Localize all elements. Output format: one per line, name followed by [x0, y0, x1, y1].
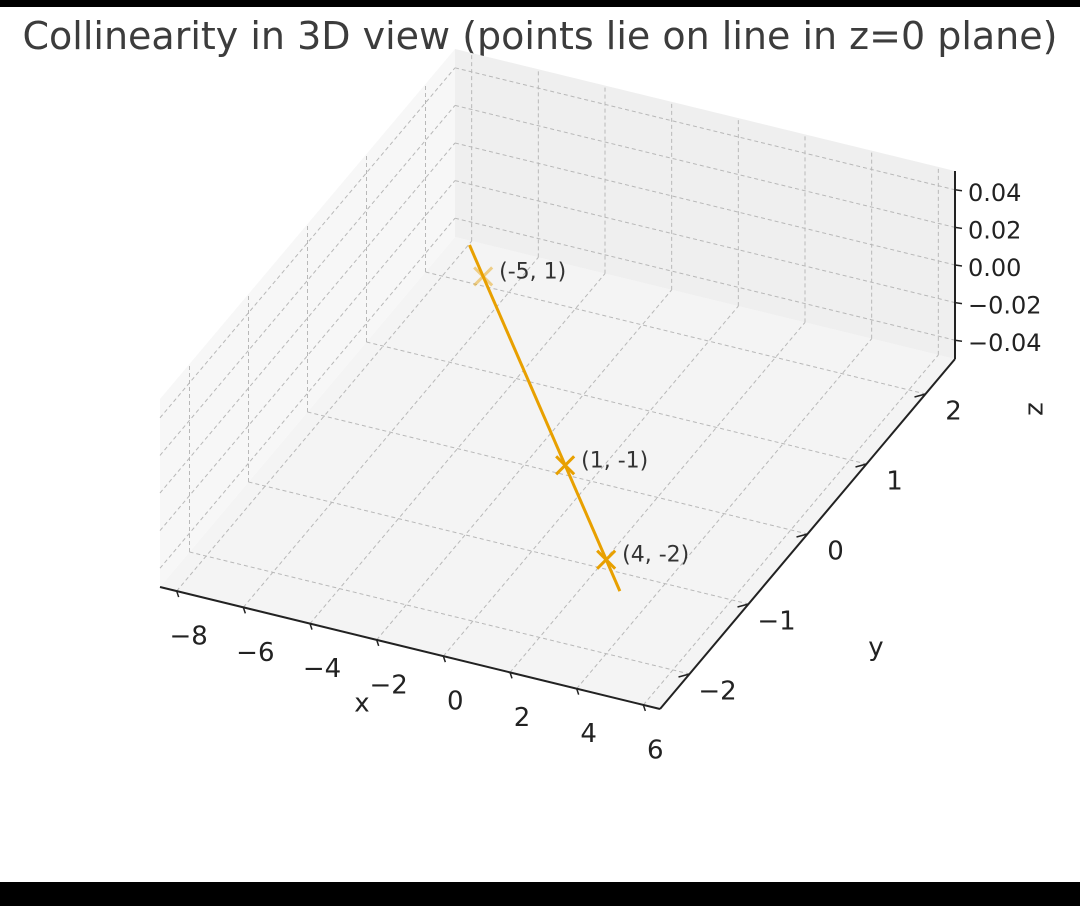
y-tick-label: −2 — [698, 677, 736, 707]
grid-line-x-floor — [242, 257, 539, 608]
x-axis-label: x — [354, 689, 369, 719]
grid-line-z-back — [454, 104, 956, 228]
marker-stroke — [473, 266, 494, 287]
x-tick — [242, 607, 247, 614]
data-point-marker — [555, 455, 576, 476]
x-tick — [509, 672, 513, 679]
marker-stroke — [473, 266, 494, 287]
grid-line-x-floor — [376, 289, 673, 641]
grid-line-x-floor — [509, 322, 806, 673]
marker-stroke — [555, 455, 576, 476]
z-tick — [954, 339, 963, 342]
x-tick-label: −8 — [170, 622, 208, 652]
z-tick-label: 0.04 — [968, 179, 1021, 207]
grid-line-x-floor — [642, 354, 939, 706]
x-tick — [309, 623, 313, 630]
grid-line-z-left — [159, 180, 456, 531]
data-point-marker — [596, 549, 617, 570]
grid-line-y-floor — [248, 481, 749, 605]
x-tick — [375, 639, 380, 647]
z-tick-label: 0.02 — [968, 216, 1021, 244]
grid-line-y-floor — [189, 551, 690, 675]
z-tick — [954, 226, 963, 230]
grid-line-z-left — [159, 217, 456, 569]
y-tick — [914, 393, 926, 398]
grid-line-z-left — [159, 142, 456, 494]
z-tick — [954, 189, 963, 192]
y-axis-label: y — [868, 633, 883, 663]
x-tick — [575, 688, 580, 695]
back-wall-pane — [455, 49, 955, 359]
y-tick — [678, 673, 690, 678]
grid-line-z-back — [454, 67, 956, 191]
y-tick-label: 0 — [827, 537, 844, 567]
top-border — [0, 0, 1080, 7]
x-tick-label: 4 — [580, 719, 597, 749]
x-tick-label: 2 — [514, 703, 531, 733]
data-point-label: (-5, 1) — [499, 259, 566, 284]
chart-title: Collinearity in 3D view (points lie on l… — [22, 14, 1058, 58]
data-point-marker — [473, 266, 494, 287]
grid-line-z-left — [159, 67, 456, 419]
grid-line-y-floor — [425, 271, 926, 395]
x-tick — [442, 655, 447, 663]
y-tick-label: −1 — [757, 607, 795, 637]
grid-line-z-back — [454, 142, 956, 266]
x-tick — [642, 704, 647, 712]
z-tick-label: −0.04 — [968, 329, 1042, 357]
y-tick — [737, 603, 749, 608]
z-tick — [954, 264, 963, 267]
x-tick-label: −4 — [303, 654, 341, 684]
grid-line-x-floor — [576, 338, 873, 689]
x-tick-label: 0 — [447, 687, 464, 717]
grid-line-x-floor — [309, 273, 606, 624]
collinear-line — [468, 244, 622, 592]
x-tick-label: −6 — [236, 638, 274, 668]
grid-line-y-floor — [366, 341, 867, 465]
y-tick-label: 1 — [886, 467, 903, 497]
grid-line-z-back — [454, 217, 956, 341]
x-tick-label: 6 — [647, 735, 664, 765]
z-tick-label: 0.00 — [968, 254, 1021, 282]
grid-line-x-floor — [442, 305, 739, 657]
grid-line-y-floor — [307, 411, 808, 535]
z-tick-label: −0.02 — [968, 292, 1042, 320]
x-tick — [175, 590, 180, 598]
data-point-label: (1, -1) — [581, 448, 648, 473]
z-axis-label: z — [1020, 402, 1050, 416]
data-point-label: (4, -2) — [622, 543, 689, 568]
grid-line-z-left — [159, 105, 456, 456]
z-tick — [954, 301, 963, 305]
bottom-border — [0, 882, 1080, 906]
y-tick — [855, 463, 867, 468]
grid-line-x-floor — [176, 240, 473, 592]
y-tick-label: 2 — [945, 397, 962, 427]
grid-line-z-back — [454, 180, 956, 304]
marker-stroke — [596, 549, 617, 570]
y-tick — [796, 533, 808, 538]
x-tick-label: −2 — [370, 670, 408, 700]
